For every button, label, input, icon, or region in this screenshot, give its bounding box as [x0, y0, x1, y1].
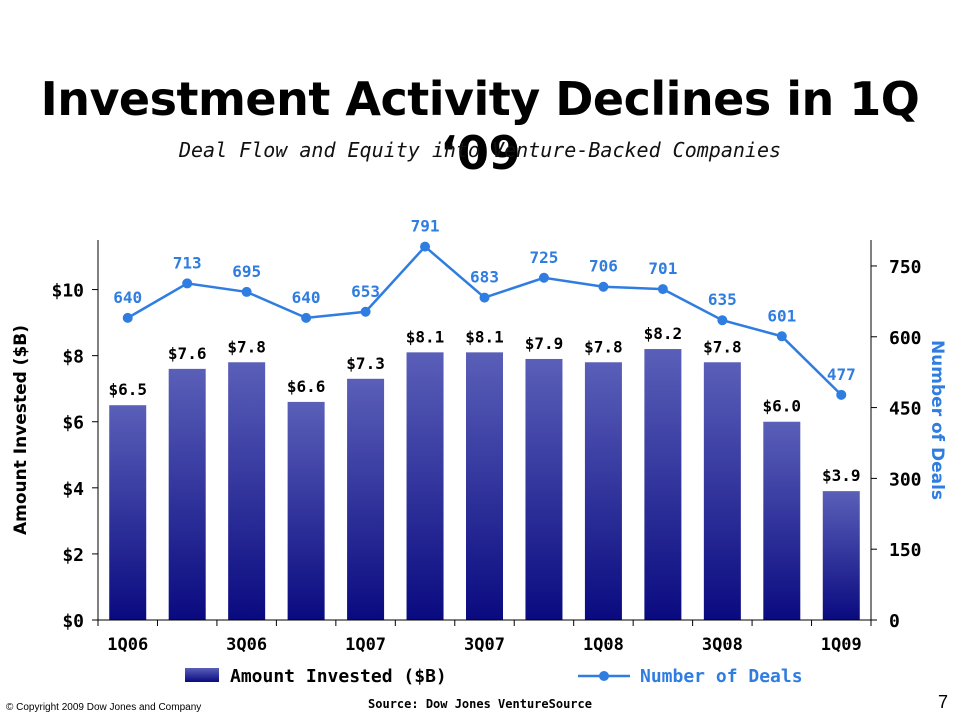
x-tick-label-1Q08: 1Q08 — [583, 635, 624, 655]
bar-4Q07 — [525, 358, 563, 620]
x-tick-label-3Q06: 3Q06 — [226, 635, 267, 655]
deals-label-3Q08: 635 — [708, 290, 737, 309]
bar-2Q06 — [168, 368, 206, 620]
deals-label-2Q07: 791 — [411, 217, 440, 236]
right-tick-label-750: 750 — [889, 257, 922, 278]
left-tick-label-6: $6 — [62, 413, 84, 434]
deals-label-1Q08: 706 — [589, 257, 618, 276]
bar-label-4Q06: $6.6 — [287, 377, 326, 396]
deals-label-2Q08: 701 — [648, 259, 677, 278]
deals-label-1Q09: 477 — [827, 365, 856, 384]
left-tick-label-0: $0 — [62, 611, 84, 632]
left-tick-label-8: $8 — [62, 347, 84, 368]
deals-point-4Q06 — [301, 312, 312, 323]
x-tick-label-3Q08: 3Q08 — [702, 635, 743, 655]
x-tick-label-1Q06: 1Q06 — [107, 635, 148, 655]
right-tick-label-450: 450 — [889, 399, 922, 420]
deals-point-2Q08 — [657, 284, 668, 295]
deals-label-4Q08: 601 — [767, 306, 796, 325]
bar-label-1Q06: $6.5 — [108, 380, 147, 399]
bar-3Q08 — [703, 362, 741, 620]
bar-3Q07 — [466, 352, 503, 620]
source-text: Source: Dow Jones VentureSource — [368, 697, 592, 711]
deals-point-4Q07 — [538, 272, 549, 283]
bar-label-2Q08: $8.2 — [644, 324, 683, 343]
deals-point-3Q08 — [717, 315, 728, 326]
page-number: 7 — [937, 692, 948, 712]
x-tick-label-3Q07: 3Q07 — [464, 635, 505, 655]
x-tick-label-1Q09: 1Q09 — [821, 635, 862, 655]
bar-label-3Q06: $7.8 — [227, 337, 266, 356]
deals-point-2Q06 — [182, 278, 193, 289]
x-tick-label-1Q07: 1Q07 — [345, 635, 386, 655]
bar-1Q08 — [584, 362, 622, 620]
bar-label-2Q07: $8.1 — [406, 327, 445, 346]
slide-title: Investment Activity Declines in 1Q ‘09 — [40, 72, 920, 180]
right-tick-label-0: 0 — [889, 611, 900, 632]
bar-2Q07 — [406, 352, 444, 620]
bar-3Q06 — [228, 362, 266, 620]
legend-line-marker — [599, 671, 609, 681]
left-tick-label-4: $4 — [62, 479, 84, 500]
bar-1Q09 — [822, 491, 860, 620]
deals-label-2Q06: 713 — [173, 253, 202, 272]
deals-label-4Q07: 725 — [530, 248, 559, 267]
legend-bar-swatch — [185, 668, 219, 682]
slide-subtitle: Deal Flow and Equity into Venture-Backed… — [178, 138, 782, 162]
bar-label-3Q08: $7.8 — [703, 337, 742, 356]
deals-label-3Q07: 683 — [470, 268, 499, 287]
bar-label-4Q07: $7.9 — [525, 334, 564, 353]
deals-point-1Q08 — [598, 281, 609, 292]
deals-label-1Q06: 640 — [113, 288, 142, 307]
deals-point-4Q08 — [776, 331, 787, 342]
bar-label-3Q07: $8.1 — [465, 327, 504, 346]
bar-label-2Q06: $7.6 — [168, 344, 207, 363]
bar-4Q08 — [763, 421, 801, 620]
copyright-text: © Copyright 2009 Dow Jones and Company — [6, 702, 202, 713]
left-tick-label-10: $10 — [51, 281, 84, 302]
right-tick-label-300: 300 — [889, 469, 922, 490]
bar-2Q08 — [644, 349, 682, 620]
right-tick-label-600: 600 — [889, 328, 922, 349]
deals-label-4Q06: 640 — [292, 288, 321, 307]
bar-label-4Q08: $6.0 — [763, 397, 802, 416]
deals-point-3Q07 — [479, 292, 490, 303]
deals-label-1Q07: 653 — [351, 282, 380, 301]
deals-point-1Q07 — [360, 306, 371, 317]
bar-label-1Q09: $3.9 — [822, 466, 861, 485]
deals-point-1Q06 — [122, 312, 133, 323]
bar-label-1Q08: $7.8 — [584, 337, 623, 356]
legend-bar-label: Amount Invested ($B) — [230, 666, 447, 687]
deals-point-3Q06 — [241, 286, 252, 297]
right-tick-label-150: 150 — [889, 540, 922, 561]
deals-label-3Q06: 695 — [232, 262, 261, 281]
bar-4Q06 — [287, 401, 325, 620]
left-tick-label-2: $2 — [62, 545, 84, 566]
deals-point-1Q09 — [836, 389, 847, 400]
y2-axis-title: Number of Deals — [927, 340, 947, 500]
bar-1Q06 — [109, 405, 147, 620]
bar-1Q07 — [347, 378, 385, 620]
deals-point-2Q07 — [420, 241, 431, 252]
y-axis-title: Amount Invested ($B) — [11, 325, 31, 535]
bar-label-1Q07: $7.3 — [346, 354, 385, 373]
legend-line-label: Number of Deals — [640, 666, 803, 687]
